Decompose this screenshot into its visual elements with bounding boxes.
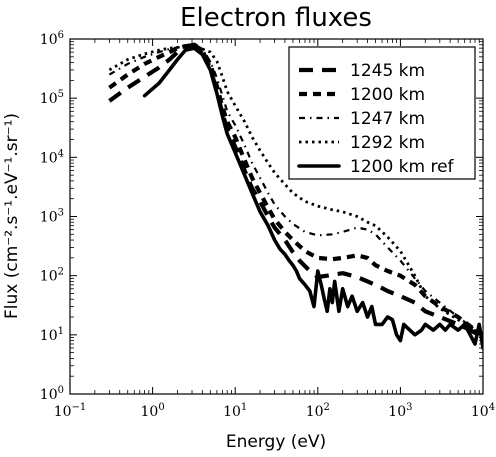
y-axis-label: Flux (cm⁻².s⁻¹.eV⁻¹.sr⁻¹) [2,113,22,319]
series-line-5 [142,46,483,350]
legend-label-4: 1292 km [350,133,425,153]
y-tick-label-6: 106 [40,30,64,48]
x-tick-label-5: 104 [471,402,495,420]
y-tick-label-5: 105 [40,89,64,107]
legend-label-1: 1245 km [350,61,425,81]
y-tick-label-0: 100 [40,385,64,403]
x-axis-label: Energy (eV) [226,432,326,452]
x-tick-label-3: 102 [306,402,330,420]
legend: 1245 km 1200 km 1247 km 1292 km 1200 km ref [288,46,476,180]
legend-label-2: 1200 km [350,85,425,105]
x-tick-label-2: 101 [223,402,247,420]
y-tick-label-4: 104 [40,148,64,166]
legend-label-5: 1200 km ref [350,157,455,177]
x-tick-label-1: 100 [140,402,164,420]
series-line-3 [108,45,483,336]
y-tick-label-1: 101 [40,326,64,344]
y-tick-label-2: 102 [40,267,64,285]
series-line-4 [108,45,483,337]
legend-box [288,46,476,180]
x-tick-label-0: 10−1 [54,402,87,420]
chart-title: Electron fluxes [180,3,372,33]
legend-label-3: 1247 km [350,109,425,129]
series-layer [108,42,483,350]
y-tick-label-3: 103 [40,208,64,226]
x-tick-label-4: 103 [388,402,412,420]
